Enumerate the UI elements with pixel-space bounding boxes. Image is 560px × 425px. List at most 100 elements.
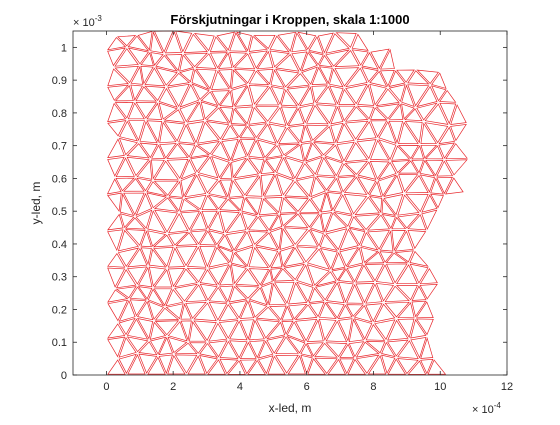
- mesh-element: [415, 301, 434, 318]
- mesh-element: [239, 359, 257, 375]
- mesh-element: [375, 103, 400, 120]
- mesh-element: [247, 359, 266, 375]
- mesh-element: [155, 67, 178, 86]
- mesh-element: [245, 197, 263, 215]
- mesh-element: [154, 320, 180, 336]
- mesh-element: [130, 84, 143, 101]
- mesh-element: [183, 52, 209, 68]
- mesh-element: [199, 245, 217, 268]
- mesh-element: [248, 300, 268, 318]
- mesh-element: [316, 157, 336, 177]
- mesh-element: [401, 103, 415, 120]
- mesh-element: [396, 69, 415, 83]
- mesh-element: [339, 343, 355, 358]
- mesh-element: [118, 137, 138, 156]
- mesh-element: [188, 342, 207, 354]
- mesh-element: [319, 248, 338, 270]
- mesh-element: [405, 193, 429, 213]
- mesh-element: [381, 354, 396, 375]
- mesh-element: [130, 66, 144, 85]
- mesh-element: [367, 355, 387, 375]
- mesh-element: [425, 159, 444, 177]
- mesh-element: [175, 245, 198, 267]
- mesh-element: [260, 282, 273, 306]
- mesh-element: [315, 86, 337, 105]
- x-tick-label: 6: [304, 381, 310, 393]
- y-exponent-base: × 10: [73, 17, 95, 29]
- mesh-element: [253, 34, 276, 50]
- mesh-element: [308, 51, 324, 66]
- mesh-element: [270, 69, 285, 88]
- mesh-element: [255, 106, 280, 122]
- mesh-element: [320, 192, 333, 213]
- mesh-element: [235, 285, 260, 299]
- mesh-element: [348, 341, 365, 358]
- mesh-element: [167, 83, 190, 108]
- mesh-element: [397, 340, 419, 360]
- mesh-element: [186, 101, 205, 123]
- mesh-element: [345, 83, 368, 105]
- x-tick-label: 10: [434, 381, 446, 393]
- mesh-element: [165, 288, 184, 307]
- mesh-element: [136, 159, 153, 180]
- mesh-element: [410, 318, 427, 339]
- mesh-element: [391, 216, 407, 230]
- mesh-element: [327, 177, 343, 193]
- mesh-element: [230, 264, 247, 285]
- mesh-element: [300, 142, 312, 162]
- mesh-element: [419, 283, 438, 300]
- x-exponent-power: -4: [494, 401, 502, 410]
- mesh-element: [419, 268, 438, 285]
- mesh-element: [139, 120, 158, 144]
- mesh-element: [151, 144, 166, 159]
- mesh-element: [219, 340, 239, 359]
- mesh-element: [348, 318, 365, 343]
- mesh-element: [168, 180, 183, 198]
- mesh-element: [330, 106, 344, 125]
- mesh-element: [334, 67, 360, 87]
- mesh-element: [119, 120, 138, 142]
- mesh-element: [248, 157, 265, 174]
- mesh-element: [140, 52, 154, 67]
- mesh-element: [318, 302, 337, 319]
- mesh-element: [216, 31, 235, 51]
- mesh-element: [394, 250, 414, 263]
- y-tick-label: 0.9: [52, 75, 67, 87]
- mesh-element: [180, 211, 200, 231]
- mesh-element: [325, 320, 348, 343]
- mesh-element: [369, 70, 388, 88]
- mesh-element: [369, 161, 390, 180]
- mesh-element: [146, 181, 168, 197]
- mesh-element: [107, 192, 122, 213]
- mesh-element: [384, 301, 410, 318]
- mesh-element: [336, 123, 355, 144]
- mesh-element: [374, 303, 396, 323]
- mesh-element: [248, 85, 269, 105]
- mesh-element: [284, 197, 309, 212]
- mesh-element: [193, 320, 217, 341]
- mesh-element: [265, 145, 283, 159]
- mesh-element: [287, 107, 305, 127]
- mesh-element: [299, 104, 315, 124]
- mesh-element: [331, 268, 346, 281]
- mesh-element: [416, 102, 438, 121]
- mesh-element: [135, 192, 153, 216]
- mesh-element: [379, 230, 394, 252]
- mesh-element: [305, 142, 323, 162]
- mesh-element: [153, 180, 179, 196]
- mesh-element: [397, 302, 415, 319]
- mesh-element: [158, 354, 174, 375]
- mesh-element: [353, 318, 373, 340]
- mesh-element: [137, 30, 153, 51]
- mesh-element: [199, 283, 218, 301]
- mesh-element: [379, 251, 394, 263]
- mesh-element: [146, 120, 163, 143]
- mesh-element: [126, 336, 149, 353]
- mesh-element: [180, 303, 192, 320]
- mesh-element: [205, 121, 230, 140]
- mesh-element: [306, 124, 329, 141]
- y-tick-label: 0.5: [52, 206, 67, 218]
- mesh-element: [374, 319, 396, 340]
- mesh-element: [199, 355, 218, 375]
- mesh-element: [310, 213, 324, 233]
